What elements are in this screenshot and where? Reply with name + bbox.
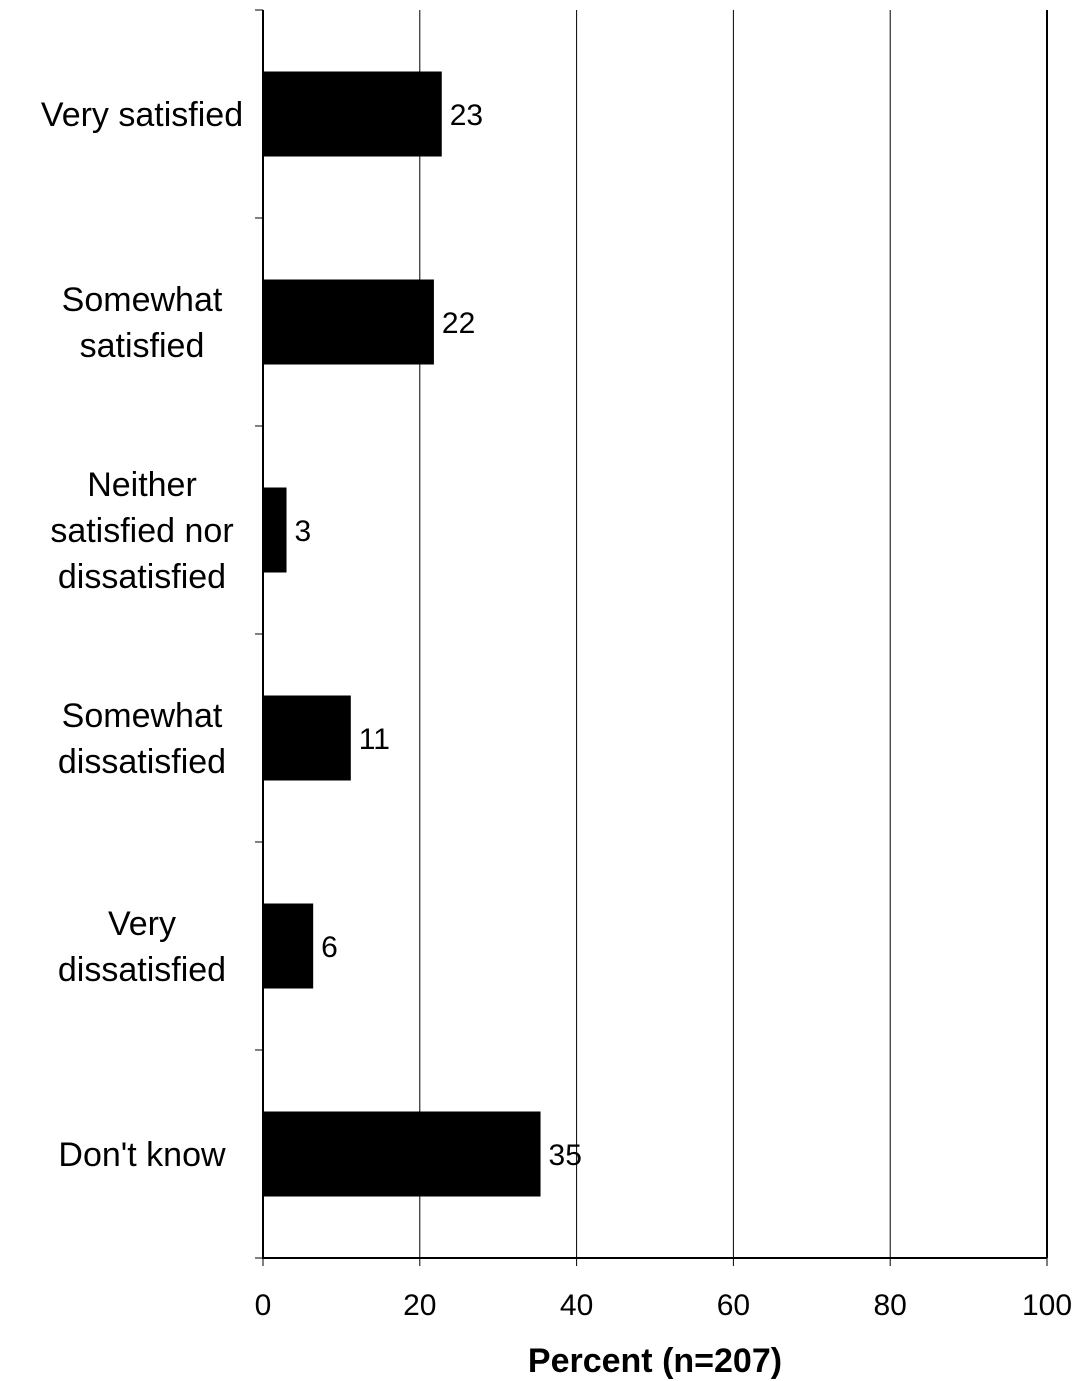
- labels: 23 Very satisfied 22 Somewhat satisfied 3 Neit…: [41, 96, 1072, 1322]
- bar-3: [263, 695, 351, 781]
- x-tick-label-40: 40: [560, 1289, 593, 1322]
- category-label-line: dissatisfied: [58, 951, 226, 989]
- x-tick-label-20: 20: [403, 1289, 436, 1322]
- bars: [263, 71, 541, 1197]
- category-label-line: Don't know: [58, 1136, 226, 1174]
- category-label-1: Somewhat satisfied: [62, 281, 223, 365]
- category-label-line: Somewhat: [62, 281, 223, 319]
- category-label-2: Neither satisfied nor dissatisfied: [50, 466, 233, 596]
- category-label-line: dissatisfied: [58, 558, 226, 596]
- bar-1: [263, 279, 434, 365]
- category-label-0: Very satisfied: [41, 96, 243, 134]
- category-label-line: Somewhat: [62, 697, 223, 735]
- x-tick-label-60: 60: [717, 1289, 750, 1322]
- category-label-line: Neither: [87, 466, 197, 504]
- bar-0: [263, 71, 442, 157]
- category-label-5: Don't know: [58, 1136, 226, 1174]
- category-label-line: satisfied nor: [50, 512, 233, 550]
- category-label-line: dissatisfied: [58, 743, 226, 781]
- x-tick-label-0: 0: [255, 1289, 272, 1322]
- x-tick-label-80: 80: [874, 1289, 907, 1322]
- bar-2: [263, 487, 287, 573]
- bar-5: [263, 1111, 541, 1197]
- data-label-4: 6: [321, 931, 338, 964]
- data-label-0: 23: [450, 99, 483, 132]
- data-label-1: 22: [442, 307, 475, 340]
- category-label-3: Somewhat dissatisfied: [58, 697, 226, 781]
- data-label-3: 11: [359, 723, 390, 756]
- gridlines: [419, 10, 1048, 1258]
- x-tick-label-100: 100: [1022, 1289, 1072, 1322]
- axes: [255, 9, 1048, 1266]
- bar-4: [263, 903, 314, 989]
- data-label-2: 3: [295, 515, 312, 548]
- category-label-line: Very satisfied: [41, 96, 243, 134]
- category-label-line: satisfied: [80, 327, 205, 365]
- data-label-5: 35: [549, 1139, 582, 1172]
- category-label-4: Very dissatisfied: [58, 905, 226, 989]
- category-label-line: Very: [108, 905, 176, 943]
- x-axis-title: Percent (n=207): [528, 1342, 782, 1380]
